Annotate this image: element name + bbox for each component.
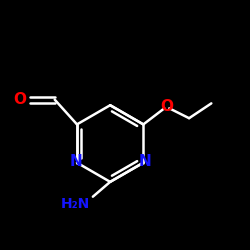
Text: O: O (13, 92, 26, 107)
Text: N: N (138, 154, 151, 169)
Text: O: O (160, 99, 173, 114)
Text: H₂N: H₂N (61, 197, 90, 211)
Text: N: N (69, 154, 82, 169)
